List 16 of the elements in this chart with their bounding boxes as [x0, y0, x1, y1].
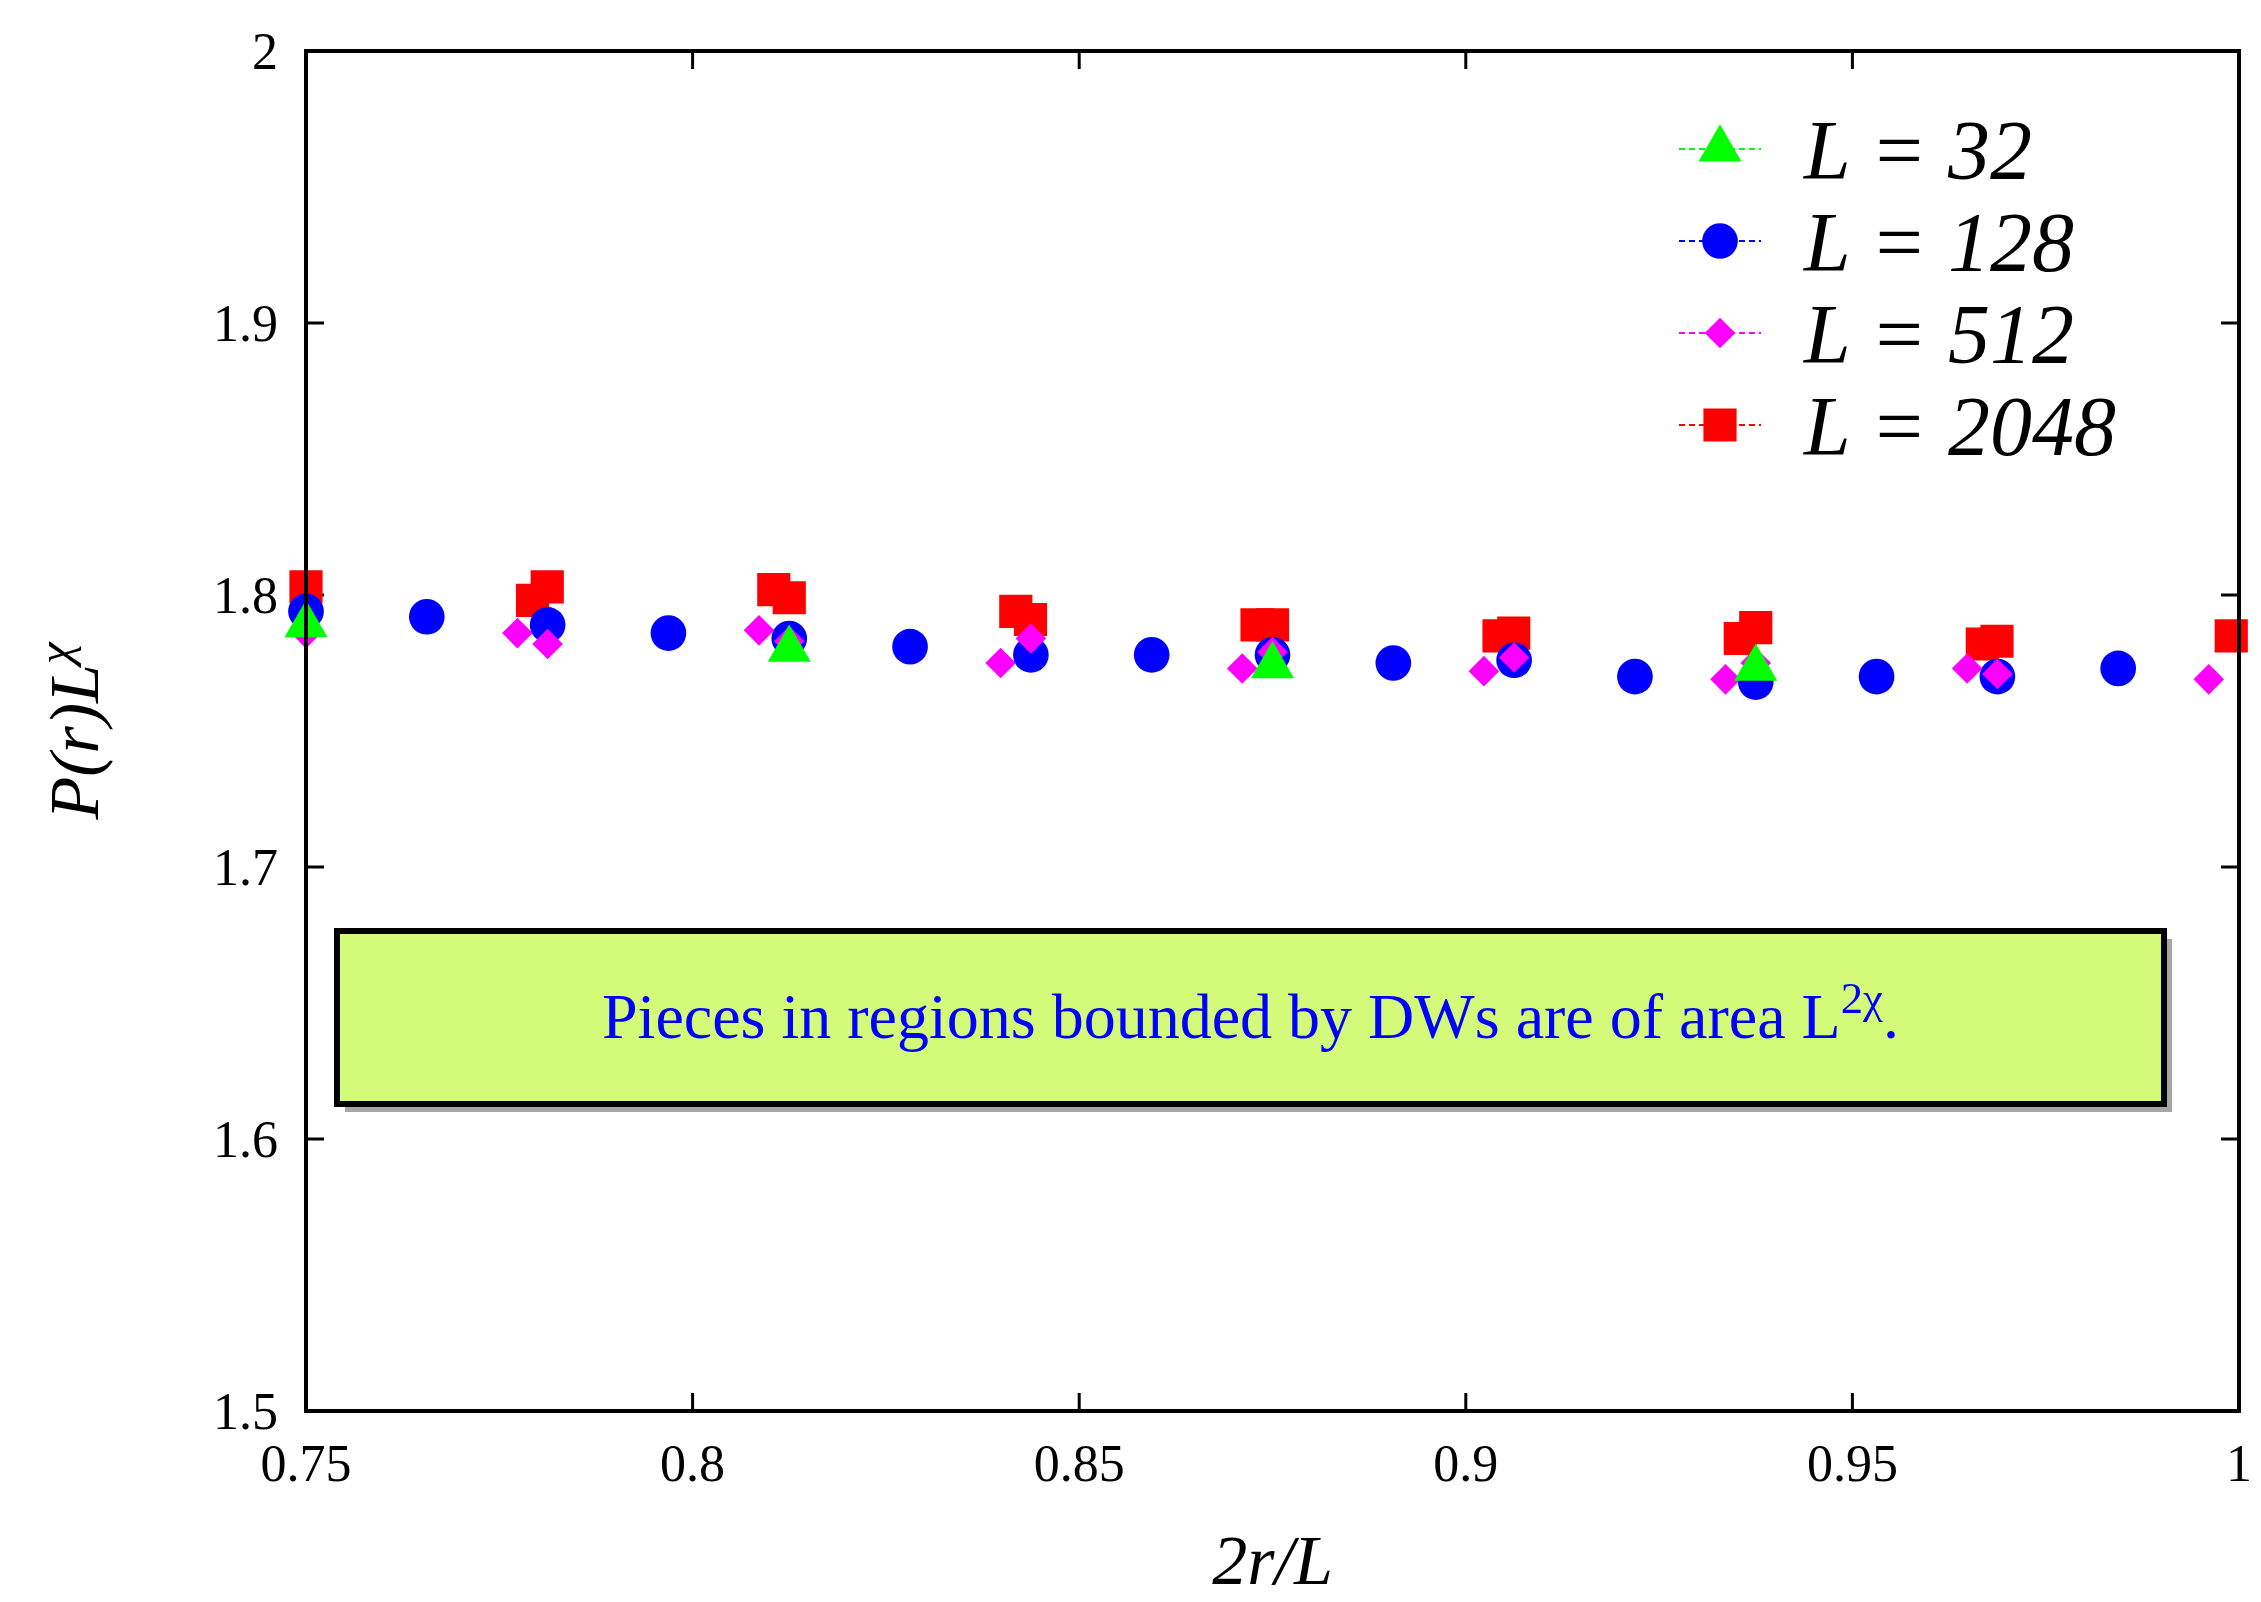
- x-tick-label: 1: [2226, 1435, 2252, 1492]
- x-tick-label: 0.8: [660, 1435, 726, 1492]
- y-tick-label: 2: [252, 23, 278, 80]
- y-tick-label: 1.8: [213, 567, 278, 624]
- y-tick-label: 1.9: [213, 295, 278, 352]
- annotation: Pieces in regions bounded by DWs are of area L$^{2χ}$.: [602, 973, 1899, 1052]
- x-tick-label: 0.95: [1806, 1435, 1898, 1492]
- y-tick-label: 1.7: [213, 839, 278, 896]
- x-tick-label: 0.85: [1033, 1435, 1125, 1492]
- y-tick-label: 1.6: [213, 1111, 278, 1168]
- legend-label: L = 2048: [1803, 380, 2116, 473]
- legend-label: L = 512: [1803, 288, 2074, 381]
- legend-label: L = 128: [1803, 196, 2074, 289]
- x-tick-label: 0.9: [1433, 1435, 1499, 1492]
- x-axis-title: 2r/L: [1212, 1522, 1333, 1599]
- legend-label: L = 32: [1803, 104, 2032, 197]
